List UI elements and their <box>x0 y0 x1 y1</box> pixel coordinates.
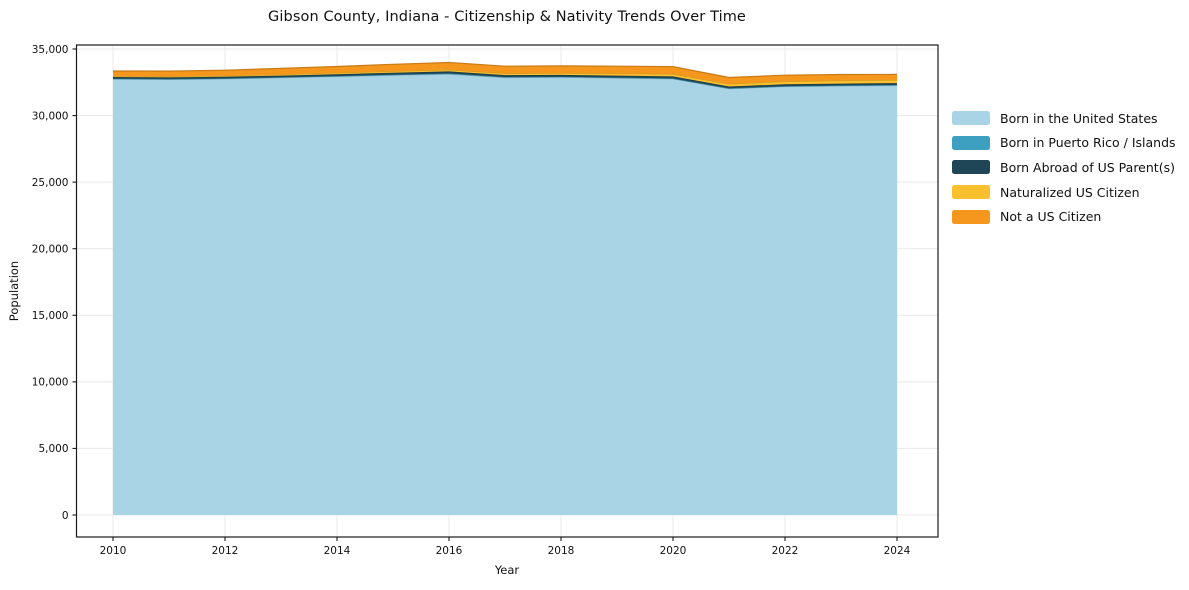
y-tick-label: 20,000 <box>32 244 69 256</box>
legend: Born in the United States Born in Puerto … <box>952 106 1176 229</box>
y-tick-label: 35,000 <box>32 44 69 56</box>
x-tick-label: 2016 <box>436 545 463 557</box>
legend-swatch <box>952 135 990 150</box>
legend-item-2: Born Abroad of US Parent(s) <box>952 155 1176 180</box>
legend-item-4: Not a US Citizen <box>952 204 1176 229</box>
axes-spines <box>75 44 939 538</box>
x-axis-label: Year <box>494 563 520 577</box>
legend-swatch <box>952 111 990 126</box>
y-axis-label: Population <box>7 260 21 322</box>
area-edge-4 <box>112 61 898 79</box>
legend-swatch <box>952 209 990 224</box>
legend-label: Born in Puerto Rico / Islands <box>1000 135 1176 151</box>
legend-swatch <box>952 185 990 200</box>
axis-ticks: 2010 2012 2014 2016 2018 2020 2022 2024 0 5,000 10… <box>32 44 911 557</box>
x-tick-label: 2018 <box>548 545 575 557</box>
legend-label: Not a US Citizen <box>1000 209 1102 225</box>
y-tick-label: 5,000 <box>38 443 68 455</box>
legend-label: Born Abroad of US Parent(s) <box>1000 159 1175 175</box>
y-tick-label: 30,000 <box>32 110 69 122</box>
x-tick-label: 2012 <box>212 545 239 557</box>
y-tick-label: 0 <box>62 510 69 522</box>
area-series-2 <box>113 71 897 89</box>
x-tick-label: 2024 <box>884 545 911 557</box>
y-tick-label: 15,000 <box>32 310 69 322</box>
legend-item-1: Born in Puerto Rico / Islands <box>952 131 1176 156</box>
chart-title: Gibson County, Indiana - Citizenship & N… <box>268 9 746 25</box>
x-tick-label: 2014 <box>324 545 351 557</box>
x-tick-label: 2020 <box>660 545 687 557</box>
y-tick-label: 25,000 <box>32 177 69 189</box>
x-tick-label: 2022 <box>772 545 799 557</box>
y-tick-label: 10,000 <box>32 377 69 389</box>
legend-swatch <box>952 160 990 175</box>
legend-label: Born in the United States <box>1000 110 1158 126</box>
legend-item-0: Born in the United States <box>952 106 1176 131</box>
legend-label: Naturalized US Citizen <box>1000 184 1140 200</box>
x-tick-label: 2010 <box>100 545 127 557</box>
legend-item-3: Naturalized US Citizen <box>952 180 1176 205</box>
area-series-0 <box>113 74 897 515</box>
stacked-areas <box>112 61 898 515</box>
